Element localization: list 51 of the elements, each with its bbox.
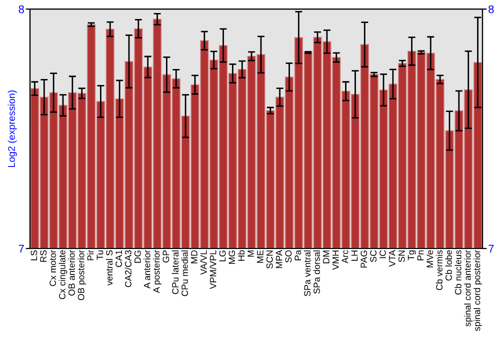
x-tick-label: Hb (238, 250, 245, 261)
x-tick-label: LH (351, 250, 358, 261)
x-tick-label: LG (219, 250, 226, 262)
x-tick-label: Arc (342, 250, 348, 264)
x-tick-label: MD (191, 250, 198, 264)
y-axis-title: Log2 (expression) (8, 90, 17, 167)
y2-tick-label: 7 (488, 244, 494, 253)
x-tick-label: Pir (87, 250, 94, 260)
x-tick-label: DG (134, 250, 141, 263)
x-tick-label: VPM/VPL (210, 250, 216, 289)
x-tick-label: spinal cord posterior (474, 250, 482, 331)
x-tick-label: Cx cingulate (58, 250, 68, 300)
x-tick-label: VMH (332, 250, 339, 270)
x-tick-label: SPa dorsal (313, 250, 320, 294)
x-tick-label: VA/VL (200, 250, 207, 275)
x-tick-label: Cx motor (50, 250, 56, 286)
x-tick-label: Pa (294, 250, 302, 260)
x-tick-label: ME (257, 250, 264, 263)
x-tick-label: Tg (408, 250, 416, 260)
x-tick-label: MG (228, 250, 236, 264)
x-tick-label: SCN (266, 250, 273, 269)
x-tick-label: ventral S (106, 250, 113, 286)
x-tick-label: SPa ventral (304, 250, 311, 296)
x-tick-label: Cb vermis (436, 250, 442, 290)
x-tick-label: VTA (389, 250, 396, 267)
x-tick-label: GP (162, 250, 170, 262)
x-tick-label: CA2/CA3 (124, 250, 132, 288)
x-tick-label: OB anterior (68, 250, 75, 296)
x-tick-label: spinal cord anterior (464, 250, 473, 326)
x-tick-label: A anterior (144, 250, 150, 289)
x-tick-label: CA1 (116, 250, 122, 267)
x-tick-label: OB posterior (78, 250, 86, 300)
x-tick-label: A posterior (153, 250, 162, 294)
x-tick-label: Cb nucleus (454, 250, 462, 295)
x-tick-label: M (248, 250, 254, 257)
x-tick-label: Cb lobe (445, 250, 452, 281)
x-tick-label: SO (285, 250, 292, 263)
x-tick-label: MPA (276, 250, 282, 268)
x-tick-label: RS (40, 250, 47, 262)
x-tick-label: SN (398, 250, 405, 262)
x-tick-label: DM (323, 250, 330, 264)
x-tick-label: Tu (96, 250, 104, 260)
x-tick-label: CPu lateral (172, 250, 179, 294)
x-tick-label: SC (370, 250, 377, 262)
x-tick-label: PAG (360, 250, 368, 268)
x-tick-label: IC (380, 250, 386, 258)
y2-tick-label: 8 (488, 5, 494, 14)
x-tick-label: LS (30, 250, 38, 260)
x-tick-label: CPu medial (181, 250, 188, 296)
x-tick-label: Pn (417, 250, 424, 260)
x-tick-label: MVe (426, 250, 434, 268)
